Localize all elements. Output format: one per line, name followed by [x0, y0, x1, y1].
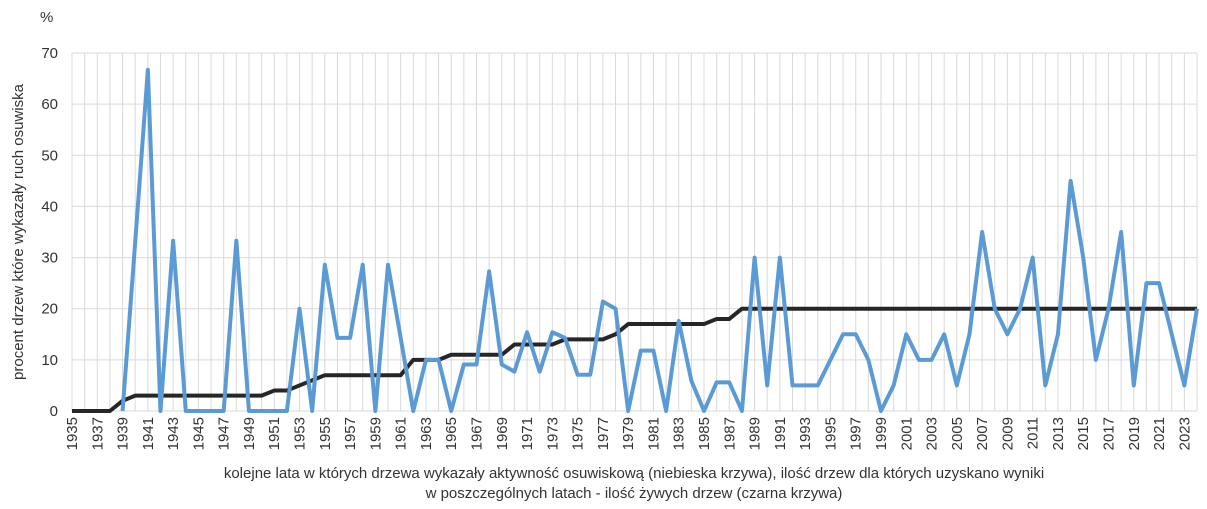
x-tick-label: 1953	[292, 417, 309, 450]
y-unit: %	[40, 9, 53, 26]
x-tick-label: 1989	[747, 417, 764, 450]
y-tick-label: 10	[41, 352, 58, 369]
x-tick-label: 1999	[873, 417, 890, 450]
x-tick-label: 1945	[190, 417, 207, 450]
x-tick-label: 1975	[570, 417, 587, 450]
x-tick-label: 1973	[544, 417, 561, 450]
x-tick-label: 1939	[115, 417, 132, 450]
series-line	[72, 306, 1197, 413]
y-axis-label: procent drzew które wykazały ruch osuwis…	[10, 83, 27, 380]
x-tick-label: 1949	[241, 417, 258, 450]
x-tick-label: 1971	[519, 417, 536, 450]
y-tick-label: 40	[41, 198, 58, 215]
x-tick-label: 2009	[999, 417, 1016, 450]
x-tick-label: 2011	[1025, 417, 1042, 449]
x-tick-label: 2019	[1126, 417, 1143, 450]
x-tick-label: 1957	[342, 417, 359, 450]
x-tick-label: 1935	[64, 417, 81, 450]
x-tick-label: 1967	[468, 417, 485, 450]
x-tick-label: 1997	[848, 417, 865, 450]
x-tick-label: 1995	[822, 417, 839, 450]
x-tick-label: 1959	[367, 417, 384, 450]
y-tick-label: 30	[41, 250, 58, 267]
x-tick-label: 1951	[266, 417, 283, 450]
x-tick-label: 2001	[898, 417, 915, 450]
y-tick-label: 60	[41, 96, 58, 113]
x-tick-label: 2003	[924, 417, 941, 450]
x-tick-label: 1965	[443, 417, 460, 450]
x-tick-label: 2005	[949, 417, 966, 450]
y-tick-label: 70	[41, 45, 58, 62]
x-axis-label: w poszczególnych latach - ilość żywych d…	[425, 485, 843, 502]
x-tick-label: 2021	[1151, 417, 1168, 450]
x-tick-label: 2013	[1050, 417, 1067, 450]
x-tick-label: 1955	[317, 417, 334, 450]
y-tick-label: 0	[50, 403, 58, 420]
x-tick-label: 1991	[772, 417, 789, 450]
x-tick-label: 1987	[721, 417, 738, 450]
x-tick-label: 1937	[89, 417, 106, 450]
x-axis-label: kolejne lata w których drzewa wykazały a…	[224, 465, 1044, 482]
x-tick-label: 1943	[165, 417, 182, 450]
x-tick-label: 1983	[671, 417, 688, 450]
x-tick-label: 1985	[696, 417, 713, 450]
x-tick-label: 1981	[645, 417, 662, 450]
x-tick-label: 1963	[418, 417, 435, 450]
series-line	[120, 67, 1199, 413]
x-tick-label: 1979	[620, 417, 637, 450]
x-tick-label: 2023	[1176, 417, 1193, 450]
x-tick-label: 2017	[1101, 417, 1118, 450]
x-tick-label: 1977	[595, 417, 612, 450]
x-tick-label: 2015	[1075, 417, 1092, 450]
y-tick-label: 50	[41, 147, 58, 164]
x-tick-label: 1941	[140, 417, 157, 450]
x-tick-label: 1961	[393, 417, 410, 450]
y-tick-label: 20	[41, 301, 58, 318]
x-tick-label: 2007	[974, 417, 991, 450]
x-tick-label: 1969	[494, 417, 511, 450]
x-tick-label: 1993	[797, 417, 814, 450]
x-tick-label: 1947	[216, 417, 233, 450]
